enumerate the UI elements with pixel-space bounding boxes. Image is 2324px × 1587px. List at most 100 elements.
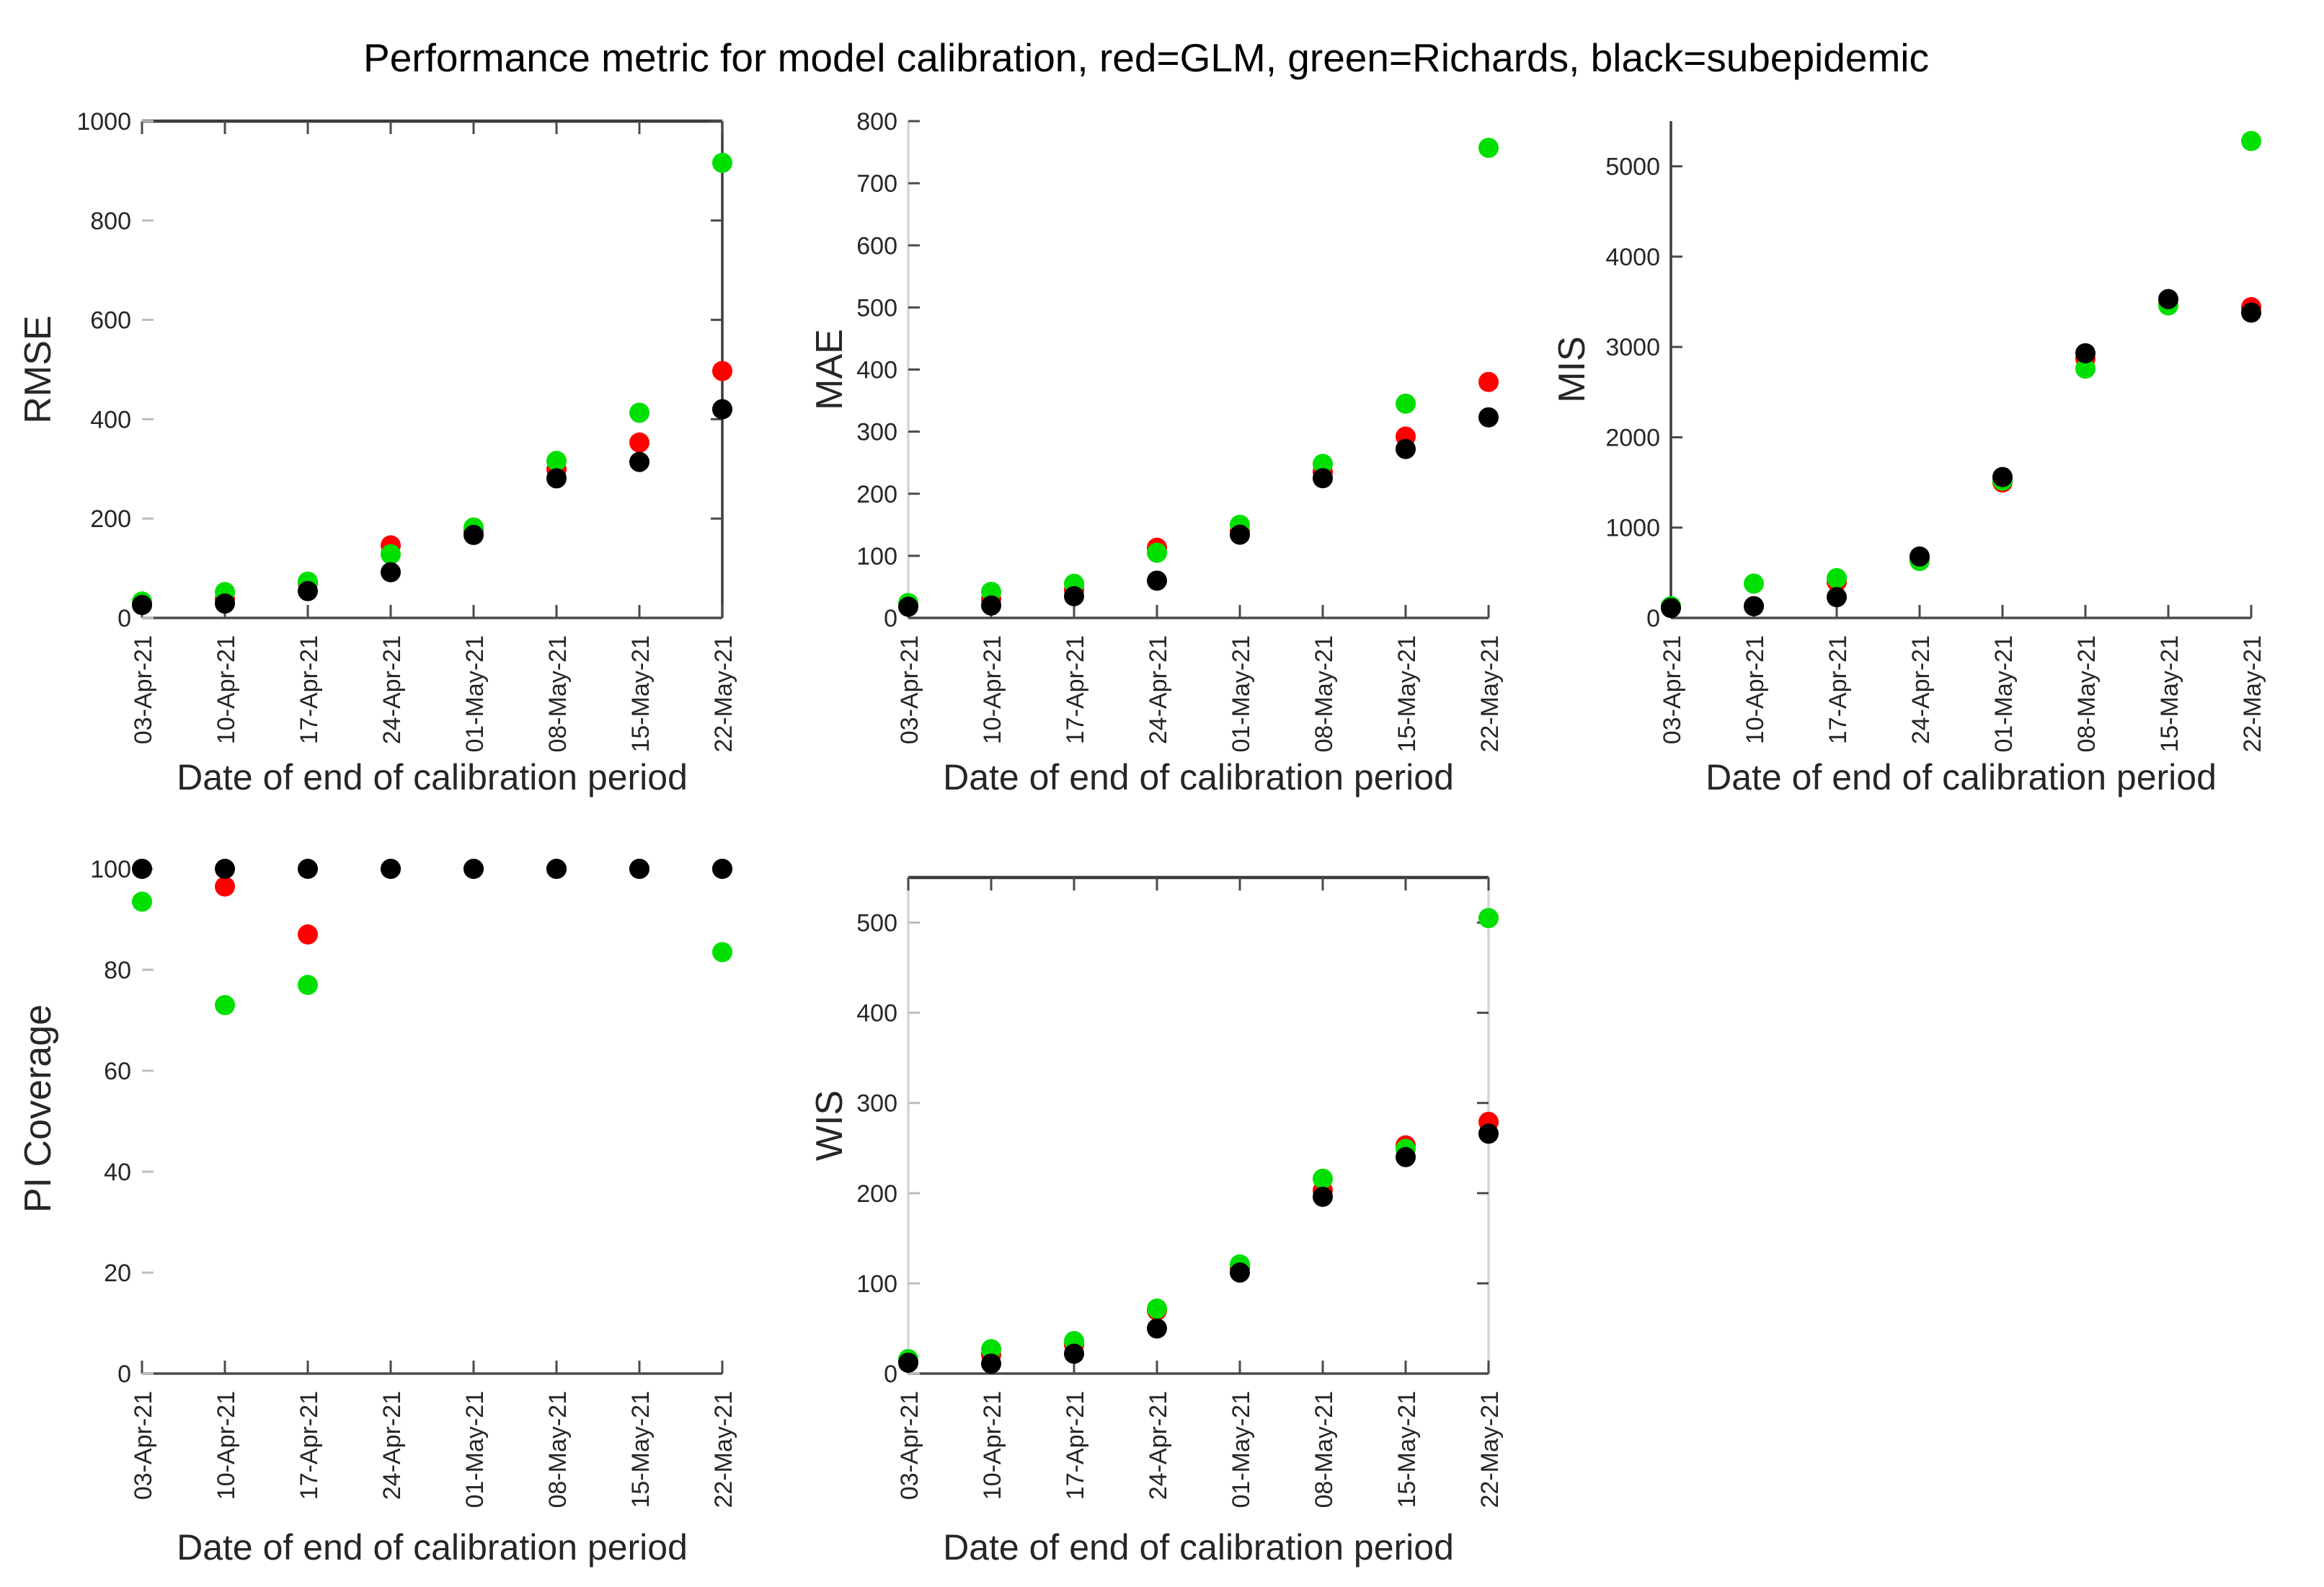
x-tick-label: 22-May-21	[2239, 635, 2266, 753]
x-tick-label: 22-May-21	[710, 1391, 737, 1508]
x-tick-label: 15-May-21	[627, 1391, 655, 1508]
mae-point-richards-22-May-21	[1478, 138, 1499, 159]
pi_coverage-point-subepidemic-15-May-21	[629, 859, 649, 879]
wis-point-subepidemic-03-Apr-21	[898, 1352, 918, 1373]
y-tick-label: 0	[117, 605, 131, 632]
x-tick-label: 17-Apr-21	[296, 635, 323, 744]
x-tick-label: 01-May-21	[461, 635, 489, 753]
pi_coverage-point-richards-03-Apr-21	[132, 891, 152, 912]
y-tick-label: 80	[104, 957, 131, 984]
wis-point-subepidemic-10-Apr-21	[981, 1353, 1001, 1374]
mae-point-subepidemic-24-Apr-21	[1147, 570, 1167, 591]
mis-point-subepidemic-24-Apr-21	[1910, 546, 1930, 567]
x-tick-label: 17-Apr-21	[1824, 635, 1852, 744]
mis-xlabel: Date of end of calibration period	[1706, 757, 2217, 797]
y-tick-label: 60	[104, 1058, 131, 1085]
rmse-point-richards-08-May-21	[546, 451, 567, 472]
rmse-point-richards-22-May-21	[712, 152, 732, 173]
pi_coverage-point-subepidemic-22-May-21	[712, 859, 732, 879]
y-tick-label: 2000	[1605, 424, 1660, 451]
y-tick-label: 100	[856, 543, 897, 570]
rmse-point-subepidemic-22-May-21	[712, 399, 732, 420]
x-tick-label: 08-May-21	[2073, 635, 2101, 753]
x-tick-label: 15-May-21	[1393, 1391, 1421, 1508]
chart-wis: 03-Apr-21 10-Apr-21 17-Apr-21 24-Apr-21 01-M…	[809, 875, 1504, 1568]
x-tick-label: 15-May-21	[1393, 635, 1421, 753]
mae-point-subepidemic-22-May-21	[1478, 407, 1499, 428]
wis-point-richards-08-May-21	[1313, 1168, 1333, 1189]
mis-point-richards-10-Apr-21	[1744, 573, 1764, 594]
wis-point-subepidemic-17-Apr-21	[1064, 1343, 1084, 1364]
mae-series-richards	[898, 138, 1499, 614]
x-tick-label: 03-Apr-21	[1659, 635, 1686, 744]
x-tick-label: 01-May-21	[1228, 635, 1255, 753]
pi_coverage-point-richards-17-Apr-21	[298, 975, 318, 995]
pi_coverage-point-subepidemic-10-Apr-21	[215, 859, 235, 879]
rmse-point-subepidemic-24-Apr-21	[381, 562, 401, 583]
mis-point-subepidemic-15-May-21	[2158, 288, 2178, 309]
mae-point-subepidemic-10-Apr-21	[981, 595, 1001, 616]
mae-point-subepidemic-03-Apr-21	[898, 596, 918, 617]
mis-point-subepidemic-10-Apr-21	[1744, 596, 1764, 616]
mis-series-richards	[1661, 131, 2261, 616]
mae-point-richards-15-May-21	[1396, 393, 1416, 414]
rmse-point-glm-22-May-21	[712, 361, 732, 381]
x-tick-label: 03-Apr-21	[130, 635, 157, 744]
y-tick-label: 800	[856, 108, 897, 136]
wis-series-subepidemic	[898, 1123, 1499, 1374]
wis-ylabel: WIS	[809, 1090, 851, 1161]
x-tick-label: 24-Apr-21	[1907, 635, 1935, 744]
y-tick-label: 100	[90, 856, 131, 883]
chart-rmse: 03-Apr-21 10-Apr-21 17-Apr-21 24-Apr-21 01-M…	[17, 108, 737, 797]
mis-point-richards-17-Apr-21	[1827, 567, 1847, 588]
x-tick-label: 15-May-21	[2156, 635, 2183, 753]
x-tick-label: 10-Apr-21	[213, 635, 240, 744]
rmse-point-subepidemic-08-May-21	[546, 468, 567, 489]
chart-mae: 03-Apr-21 10-Apr-21 17-Apr-21 24-Apr-21 01-M…	[809, 108, 1504, 797]
wis-point-richards-22-May-21	[1478, 908, 1499, 929]
pi_coverage-ylabel: PI Coverage	[17, 1004, 59, 1213]
pi_coverage-point-glm-17-Apr-21	[298, 924, 318, 945]
y-tick-label: 700	[856, 170, 897, 198]
y-tick-label: 300	[856, 1090, 897, 1118]
y-tick-label: 0	[1646, 605, 1660, 632]
y-tick-label: 1000	[76, 108, 131, 136]
rmse-point-subepidemic-15-May-21	[629, 451, 649, 472]
x-tick-label: 10-Apr-21	[979, 635, 1006, 744]
wis-point-subepidemic-24-Apr-21	[1147, 1318, 1167, 1339]
mae-ylabel: MAE	[809, 329, 851, 410]
rmse-series-glm	[132, 361, 732, 614]
mis-series-glm	[1661, 294, 2261, 618]
y-tick-label: 200	[90, 505, 131, 533]
wis-point-richards-10-Apr-21	[981, 1339, 1001, 1360]
figure-title: Performance metric for model calibration…	[363, 35, 1929, 80]
wis-point-subepidemic-01-May-21	[1230, 1262, 1250, 1283]
y-tick-label: 100	[856, 1270, 897, 1298]
x-tick-label: 08-May-21	[544, 1391, 572, 1508]
x-tick-label: 01-May-21	[1990, 635, 2018, 753]
mis-point-subepidemic-08-May-21	[2075, 342, 2095, 363]
mis-point-richards-22-May-21	[2241, 131, 2261, 151]
x-tick-label: 24-Apr-21	[378, 635, 406, 744]
y-tick-label: 600	[90, 307, 131, 335]
mae-point-richards-24-Apr-21	[1147, 542, 1167, 563]
x-tick-label: 24-Apr-21	[1145, 635, 1172, 744]
pi_coverage-point-glm-10-Apr-21	[215, 876, 235, 897]
x-tick-label: 10-Apr-21	[213, 1391, 240, 1500]
y-tick-label: 5000	[1605, 154, 1660, 181]
pi_coverage-xlabel: Date of end of calibration period	[177, 1527, 688, 1568]
rmse-series-richards	[132, 152, 732, 612]
x-tick-label: 22-May-21	[1476, 635, 1504, 753]
x-tick-label: 24-Apr-21	[378, 1391, 406, 1500]
x-tick-label: 17-Apr-21	[1062, 1391, 1089, 1500]
rmse-point-subepidemic-17-Apr-21	[298, 580, 318, 601]
x-tick-label: 01-May-21	[461, 1391, 489, 1508]
mis-point-subepidemic-03-Apr-21	[1661, 598, 1681, 619]
pi_coverage-point-subepidemic-08-May-21	[546, 859, 567, 879]
chart-mis: 03-Apr-21 10-Apr-21 17-Apr-21 24-Apr-21 01-M…	[1551, 121, 2266, 797]
y-tick-label: 0	[117, 1361, 131, 1388]
x-tick-label: 03-Apr-21	[896, 635, 923, 744]
mae-xlabel: Date of end of calibration period	[943, 757, 1454, 797]
wis-point-subepidemic-15-May-21	[1396, 1146, 1416, 1167]
